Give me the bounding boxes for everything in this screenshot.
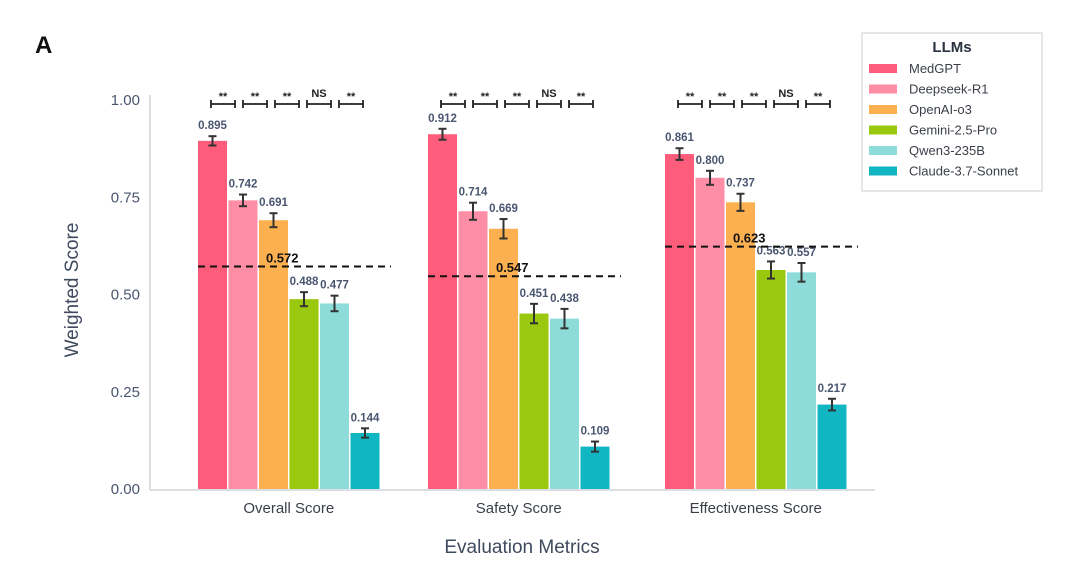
mean-label: 0.572 — [266, 250, 299, 265]
significance-label: ** — [449, 91, 458, 103]
legend-label: MedGPT — [909, 61, 961, 76]
mean-label: 0.623 — [733, 231, 766, 246]
y-tick-label: 1.00 — [111, 92, 140, 109]
value-label: 0.557 — [787, 247, 816, 259]
value-label: 0.144 — [351, 412, 380, 424]
bar — [695, 177, 725, 490]
significance-label: ** — [283, 91, 292, 103]
significance-label: ** — [686, 91, 695, 103]
bar — [228, 200, 258, 489]
value-label: 0.861 — [665, 132, 694, 144]
value-label: 0.912 — [428, 113, 457, 125]
x-axis-title: Evaluation Metrics — [444, 537, 599, 558]
legend-swatch — [869, 146, 897, 155]
significance-label: NS — [311, 88, 326, 100]
legend-swatch — [869, 125, 897, 135]
y-tick-label: 0.50 — [111, 287, 140, 304]
legend-entry: Claude-3.7-Sonnet — [869, 164, 1019, 179]
bar — [198, 140, 227, 489]
value-label: 0.895 — [198, 120, 227, 132]
value-label: 0.217 — [818, 383, 847, 395]
legend-title: LLMs — [932, 39, 971, 56]
y-tick-label: 0.00 — [111, 481, 140, 498]
bar — [787, 272, 816, 489]
legend: LLMs MedGPT Deepseek-R1 OpenAI-o3 Gemini-2.… — [861, 32, 1043, 192]
bar — [665, 154, 694, 490]
bar — [756, 269, 786, 489]
significance-label: ** — [718, 91, 727, 103]
bar — [320, 303, 349, 489]
legend-label: OpenAI-o3 — [909, 102, 972, 117]
legend-entry: Qwen3-235B — [869, 143, 985, 158]
significance-label: ** — [513, 91, 522, 103]
significance-label: ** — [814, 91, 823, 103]
bar — [489, 228, 518, 489]
legend-entry: Deepseek-R1 — [869, 82, 989, 97]
bar — [817, 404, 847, 489]
significance-label: ** — [481, 91, 490, 103]
y-tick-label: 0.25 — [111, 384, 140, 401]
x-tick-label: Effectiveness Score — [690, 500, 822, 517]
bar — [350, 432, 380, 489]
x-tick-label: Overall Score — [243, 500, 334, 517]
value-label: 0.477 — [320, 280, 349, 292]
legend-entry: Gemini-2.5-Pro — [869, 123, 997, 138]
y-axis-title: Weighted Score — [62, 223, 83, 358]
value-label: 0.488 — [290, 276, 319, 288]
significance-label: ** — [750, 91, 759, 103]
significance-label: ** — [251, 91, 260, 103]
legend-label: Claude-3.7-Sonnet — [909, 164, 1019, 179]
legend-label: Qwen3-235B — [909, 143, 985, 158]
significance-label: NS — [541, 88, 556, 100]
bar — [458, 211, 488, 489]
x-tick-label: Safety Score — [476, 500, 562, 517]
value-label: 0.563 — [757, 245, 786, 257]
legend-label: Gemini-2.5-Pro — [909, 123, 997, 138]
legend-label: Deepseek-R1 — [909, 82, 989, 97]
value-label: 0.438 — [550, 293, 579, 305]
legend-swatch — [869, 64, 897, 73]
value-label: 0.109 — [581, 426, 610, 438]
bar — [259, 220, 288, 490]
significance-label: NS — [778, 88, 793, 100]
bar — [289, 299, 319, 489]
value-label: 0.742 — [229, 179, 258, 191]
value-label: 0.800 — [696, 155, 725, 167]
value-label: 0.737 — [726, 178, 755, 190]
y-tick-label: 0.75 — [111, 189, 140, 206]
legend-swatch — [869, 166, 897, 176]
significance-label: ** — [577, 91, 586, 103]
value-label: 0.714 — [459, 187, 488, 199]
value-label: 0.691 — [259, 197, 288, 209]
bar — [519, 313, 549, 489]
legend-entry: OpenAI-o3 — [869, 102, 972, 117]
legend-swatch — [869, 105, 897, 114]
bar — [726, 202, 755, 489]
bar — [428, 134, 457, 489]
value-label: 0.669 — [489, 203, 518, 215]
panel-label: A — [35, 32, 52, 59]
mean-label: 0.547 — [496, 260, 529, 275]
bar — [550, 318, 579, 489]
bar — [580, 446, 610, 489]
legend-entry: MedGPT — [869, 61, 961, 76]
significance-label: ** — [219, 91, 228, 103]
significance-label: ** — [347, 91, 356, 103]
legend-swatch — [869, 84, 897, 94]
value-label: 0.451 — [520, 288, 549, 300]
